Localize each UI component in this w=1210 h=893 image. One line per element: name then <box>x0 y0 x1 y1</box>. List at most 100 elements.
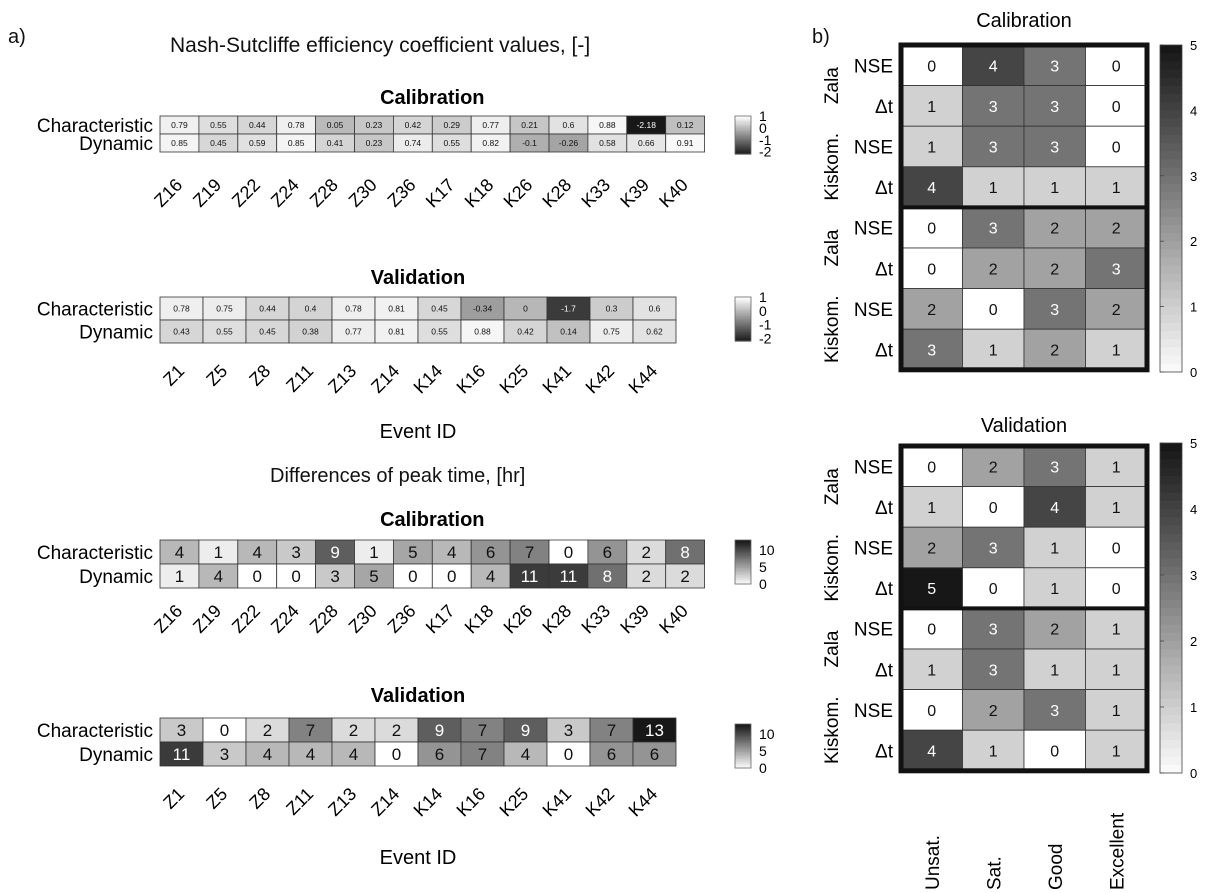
heatmap-cell <box>470 539 511 565</box>
column-tick-label: K16 <box>453 784 490 821</box>
colorbar-segment <box>1160 624 1182 634</box>
heatmap-cell <box>159 717 204 743</box>
cell-value: 0.3 <box>606 304 618 314</box>
cell-value: 0.75 <box>603 327 620 337</box>
cell-value: -2.18 <box>637 120 657 130</box>
colorbar-segment <box>1160 363 1182 373</box>
colorbar-segment <box>735 557 751 560</box>
colorbar-segment <box>735 150 751 153</box>
column-tick-label: K18 <box>461 175 498 212</box>
column-tick-label: K26 <box>500 601 537 638</box>
heatmap-cell <box>587 563 628 589</box>
colorbar-frame <box>734 539 752 585</box>
column-tick-label: Z1 <box>159 784 188 813</box>
colorbar-segment <box>1160 740 1182 749</box>
colorbar-segment <box>735 762 751 765</box>
cell-value: 11 <box>173 745 191 764</box>
cell-value: 2 <box>642 543 651 562</box>
colorbar-segment <box>735 335 751 338</box>
row-label: NSE <box>854 701 893 722</box>
heatmap-cell <box>548 563 589 589</box>
column-tick-label: Z19 <box>189 175 225 211</box>
column-tick-label: K44 <box>625 361 662 398</box>
row-label: Δt <box>875 259 894 280</box>
heatmap-cell <box>503 741 548 767</box>
heatmap-cell <box>900 247 963 289</box>
heatmap-cell <box>546 741 591 767</box>
colorbar-segment <box>735 766 751 769</box>
cell-value: 4 <box>263 745 272 764</box>
cell-value: 4 <box>989 58 998 75</box>
cell-value: 1 <box>1112 459 1121 476</box>
row-group-label: Kiskom. <box>822 133 843 201</box>
colorbar-segment <box>735 551 751 554</box>
heatmap-cell <box>503 717 548 743</box>
heatmap-cell <box>962 85 1025 127</box>
cell-value: 0.43 <box>173 327 190 337</box>
row-group-label: Zala <box>822 630 843 667</box>
colorbar-segment <box>1160 241 1182 250</box>
colorbar-segment <box>735 135 751 137</box>
cell-value: 0.55 <box>216 327 233 337</box>
cell-value: 3 <box>989 140 998 157</box>
heatmap-cell <box>460 717 505 743</box>
colorbar-segment <box>735 566 751 569</box>
cell-value: 3 <box>1050 703 1059 720</box>
cell-value: 0.91 <box>677 138 694 148</box>
heatmap-cell <box>589 717 634 743</box>
colorbar-tick-label: 4 <box>1190 103 1197 118</box>
colorbar-segment <box>735 728 751 731</box>
heatmap-cell <box>548 539 589 565</box>
colorbar-segment <box>1160 542 1182 551</box>
heatmap-cell <box>202 741 247 767</box>
colorbar-segment <box>1160 224 1182 234</box>
cell-value: 0.81 <box>388 327 405 337</box>
cell-value: 0 <box>1112 581 1121 598</box>
subplot-title: Validation <box>981 415 1067 437</box>
cell-value: 3 <box>989 99 998 116</box>
cell-value: 2 <box>1112 221 1121 238</box>
cell-value: 0.55 <box>431 327 448 337</box>
colorbar-segment <box>1160 476 1182 485</box>
heatmap-cell <box>509 563 550 589</box>
colorbar-segment <box>1160 533 1182 543</box>
row-label: Characteristic <box>37 116 153 137</box>
heatmap-cell <box>1023 526 1086 569</box>
colorbar-tick-label: 4 <box>1190 502 1197 517</box>
colorbar-segment <box>735 128 751 131</box>
cell-value: 0 <box>564 745 573 764</box>
cell-value: 0 <box>927 703 936 720</box>
column-tick-label: Z11 <box>282 784 317 819</box>
column-tick-label: Excellent <box>1107 812 1128 890</box>
colorbar-tick-label: -1 <box>759 132 772 148</box>
colorbar-tick-label: 5 <box>1190 436 1197 451</box>
colorbar-segment <box>735 581 751 584</box>
colorbar-segment <box>1160 314 1182 324</box>
row-label: Δt <box>875 498 894 519</box>
cell-value: 0 <box>1112 58 1121 75</box>
colorbar-segment <box>735 572 751 575</box>
subplot-title: Calibration <box>976 10 1072 32</box>
colorbar-segment <box>1160 175 1182 185</box>
cell-value: 2 <box>989 703 998 720</box>
x-axis-label: Event ID <box>380 421 457 443</box>
cell-value: 0.6 <box>563 120 575 130</box>
cell-value: 3 <box>1050 302 1059 319</box>
row-group-label: Kiskom. <box>822 534 843 602</box>
colorbar-frame <box>734 723 752 769</box>
heatmap-cell <box>1023 729 1086 772</box>
colorbar-segment <box>735 567 751 570</box>
heatmap-cell <box>962 689 1025 731</box>
heatmap-cell <box>900 445 963 487</box>
column-tick-label: Sat. <box>984 856 1005 890</box>
colorbar-segment <box>1160 715 1182 725</box>
colorbar-segment <box>735 333 751 336</box>
colorbar-segment <box>735 119 751 122</box>
cell-value: -0.34 <box>473 304 493 314</box>
column-tick-label: Z5 <box>202 361 231 390</box>
heatmap-cell <box>417 717 462 743</box>
cell-value: 3 <box>1050 140 1059 157</box>
colorbar-segment <box>735 747 751 750</box>
colorbar-segment <box>1160 85 1182 95</box>
